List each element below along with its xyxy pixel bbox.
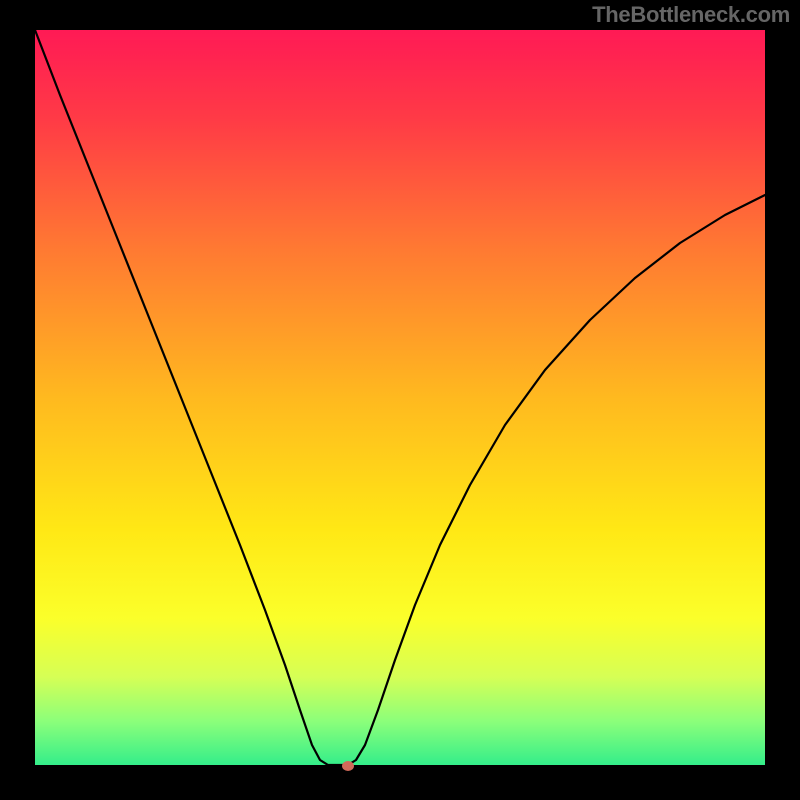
chart-container: TheBottleneck.com [0, 0, 800, 800]
watermark: TheBottleneck.com [592, 2, 790, 28]
chart-svg [0, 0, 800, 800]
